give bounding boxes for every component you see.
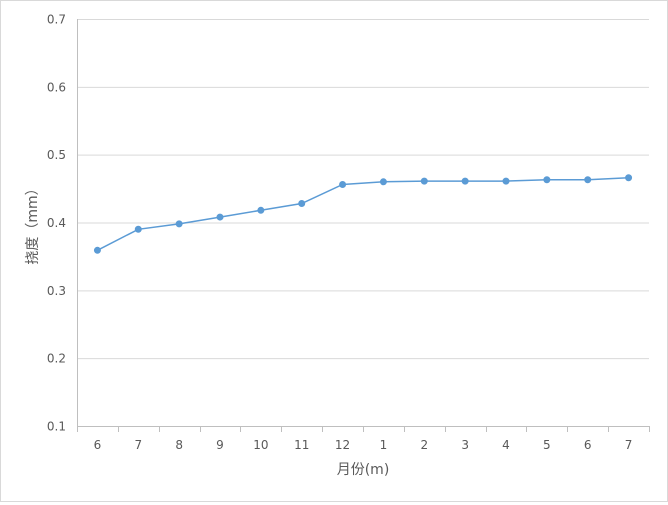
data-point	[461, 177, 469, 185]
y-tick-label: 0.3	[47, 284, 66, 298]
data-point	[216, 213, 224, 221]
data-point	[93, 246, 101, 254]
x-tick-label: 4	[502, 438, 510, 452]
series-layer	[93, 174, 633, 254]
x-tick-label: 7	[134, 438, 142, 452]
x-tick-label: 9	[216, 438, 224, 452]
y-tick-label: 0.5	[47, 148, 66, 162]
data-point	[175, 220, 183, 228]
tick-labels: 0.10.20.30.40.50.60.76 7 8 9 10 11 12 1 2 3 4 5 6 7	[47, 13, 632, 453]
data-point	[420, 177, 428, 185]
y-tick-label: 0.4	[47, 216, 66, 230]
x-tick-label: 10	[253, 438, 268, 452]
x-tick-label: 8	[175, 438, 183, 452]
x-tick-label: 7	[625, 438, 633, 452]
x-tick-label: 6	[94, 438, 102, 452]
data-point	[625, 174, 633, 182]
x-tick-label: 5	[543, 438, 551, 452]
series-line	[97, 176, 629, 251]
y-tick-label: 0.1	[47, 420, 66, 434]
x-tick-label: 3	[461, 438, 469, 452]
gridlines	[77, 19, 649, 360]
y-tick-label: 0.2	[47, 352, 66, 366]
data-point	[379, 178, 387, 186]
x-tick-label: 2	[420, 438, 428, 452]
data-point	[584, 176, 592, 184]
x-tick-label: 1	[380, 438, 388, 452]
data-point	[339, 181, 347, 189]
x-axis-title: 月份(m)	[337, 462, 390, 478]
y-axis-title: 挠度（mm）	[25, 181, 41, 264]
data-point	[543, 176, 551, 184]
y-tick-label: 0.7	[47, 13, 66, 27]
y-tick-label: 0.6	[47, 80, 66, 94]
x-tick-label: 6	[584, 438, 592, 452]
x-tick-label: 11	[294, 438, 309, 452]
data-point	[502, 177, 510, 185]
data-point	[298, 200, 306, 208]
axes	[77, 19, 650, 432]
data-point	[257, 206, 265, 214]
data-point	[134, 225, 142, 233]
x-tick-label: 12	[335, 438, 350, 452]
